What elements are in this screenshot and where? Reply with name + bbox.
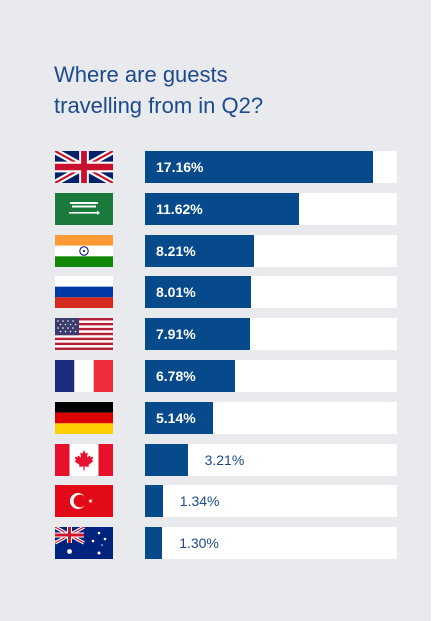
data-label: 1.30% [179, 535, 219, 552]
bar-row: 17.16% [0, 151, 431, 183]
bar-track: 17.16% [145, 151, 397, 183]
data-label: 17.16% [156, 159, 204, 175]
data-label: 8.21% [156, 242, 196, 259]
data-label: 6.78% [156, 368, 196, 384]
bar-row: 1.30% [0, 527, 431, 560]
turkey-flag-icon [55, 485, 113, 518]
bar-track: 5.14% [145, 401, 397, 434]
australia-flag-icon [55, 527, 113, 560]
bar-track: 1.30% [145, 527, 397, 560]
saudi-arabia-flag-icon [55, 192, 113, 225]
bar [145, 443, 188, 476]
canada-flag-icon [55, 443, 113, 476]
bar-row: 3.21% [0, 443, 431, 476]
bar-track: 11.62% [145, 192, 397, 225]
chart-title-line-1: Where are guests [54, 62, 228, 87]
bar-row: 7.91% [0, 318, 431, 351]
bar-row: 8.21% [0, 234, 431, 267]
data-label: 1.34% [179, 493, 220, 510]
data-label: 3.21% [204, 451, 245, 468]
bar [145, 276, 252, 309]
bar [145, 401, 214, 434]
data-label: 8.01% [156, 284, 196, 301]
chart-title: Where are guests travelling from in Q2? [54, 59, 384, 121]
bar-track: 8.01% [145, 276, 397, 309]
bar [145, 360, 235, 392]
bar [145, 234, 254, 267]
bar-row: 5.14% [0, 401, 431, 434]
chart-title-line-2: travelling from in Q2? [54, 93, 264, 118]
india-flag-icon [55, 234, 113, 267]
bar-track: 8.21% [145, 234, 397, 267]
russia-flag-icon [55, 276, 113, 309]
bar [145, 318, 250, 351]
data-label: 7.91% [156, 326, 196, 343]
bar [145, 527, 163, 560]
usa-flag-icon [55, 318, 113, 351]
germany-flag-icon [55, 401, 113, 434]
bar [145, 192, 300, 225]
bar-track: 1.34% [145, 485, 397, 518]
bar [145, 485, 163, 518]
bar-row: 11.62% [0, 192, 431, 225]
bar-row: 8.01% [0, 276, 431, 309]
uk-flag-icon [55, 151, 113, 183]
bar-row: 1.34% [0, 485, 431, 518]
france-flag-icon [55, 360, 113, 392]
right-edge-divider [431, 0, 439, 621]
bar-track: 7.91% [145, 318, 397, 351]
data-label: 11.62% [156, 200, 203, 217]
bar-row: 6.78% [0, 360, 431, 392]
bar [145, 151, 373, 183]
data-label: 5.14% [156, 409, 196, 426]
bar-track: 3.21% [145, 443, 397, 476]
bar-track: 6.78% [145, 360, 397, 392]
